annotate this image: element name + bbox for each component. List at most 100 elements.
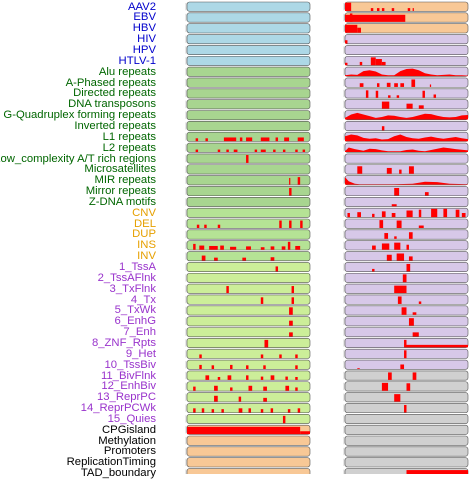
panel-background [186, 45, 311, 56]
data-bar [412, 312, 417, 315]
right-panel [343, 77, 469, 88]
data-bar [396, 220, 402, 228]
data-bar [270, 408, 274, 413]
data-bar [199, 364, 202, 370]
data-bar [204, 224, 207, 228]
data-bar [289, 220, 292, 228]
data-bar [412, 332, 419, 337]
data-bar [357, 212, 361, 218]
left-panel [185, 131, 311, 142]
track-label: Mirror repeats [85, 185, 156, 198]
panel-background [344, 370, 469, 381]
data-bar [396, 95, 400, 98]
panel-background [344, 197, 469, 207]
data-bar [209, 245, 218, 250]
data-bar [270, 375, 275, 380]
data-bar [233, 149, 238, 153]
right-panel [343, 1, 469, 12]
left-panel [185, 197, 311, 207]
data-bar [394, 187, 400, 196]
right-panel [343, 251, 469, 262]
data-bar [388, 95, 391, 98]
right-panel [343, 12, 469, 23]
data-bar [372, 245, 376, 250]
data-bar [282, 415, 286, 424]
right-panel [343, 131, 469, 142]
left-panel [185, 392, 311, 403]
data-bar [406, 470, 468, 474]
data-bar [381, 382, 389, 391]
track-label: Directed repeats [73, 87, 156, 100]
data-area [345, 177, 468, 185]
data-bar [275, 266, 279, 272]
data-bar [412, 372, 417, 380]
data-bar [381, 8, 385, 11]
data-bar [238, 408, 243, 413]
track-label: INV [137, 250, 156, 263]
left-panel [185, 338, 311, 348]
data-bar [285, 385, 290, 391]
panel-background [344, 359, 469, 370]
right-panel [343, 66, 469, 77]
panel-background [186, 99, 311, 110]
data-bar [370, 57, 376, 66]
data-bar [394, 83, 398, 87]
panel-background [344, 88, 469, 99]
data-bar [386, 82, 391, 87]
data-bar [196, 224, 200, 228]
left-panel [185, 424, 311, 435]
track-label: 2_TssAFlnk [97, 271, 156, 284]
panel-background [186, 403, 311, 414]
right-panel [343, 164, 469, 175]
track-label: 13_ReprPC [96, 391, 156, 404]
data-bar [381, 126, 385, 131]
panel-background [186, 142, 311, 153]
data-area [345, 112, 468, 120]
data-bar [396, 253, 405, 261]
panel-background [186, 164, 311, 175]
panel-background [344, 55, 469, 66]
panel-background [344, 153, 469, 164]
data-bar [226, 286, 229, 294]
data-bar [418, 105, 424, 109]
panel-background [186, 283, 311, 294]
data-bar [376, 8, 380, 11]
data-bar [289, 307, 293, 315]
data-bar [412, 8, 414, 11]
data-bar [408, 318, 414, 326]
data-bar [404, 339, 407, 348]
right-panel [343, 468, 469, 474]
track-label: Low_complexity A/T rich regions [0, 152, 156, 165]
panel-background [186, 294, 311, 305]
right-panel [343, 435, 469, 446]
track-label: L1 repeats [102, 130, 156, 143]
data-bar [260, 247, 265, 250]
left-panel [185, 348, 311, 359]
panel-background [186, 110, 311, 121]
data-bar [357, 166, 363, 174]
left-panel [185, 316, 311, 327]
right-panel [343, 218, 469, 229]
data-bar [201, 255, 206, 261]
data-bar [394, 242, 401, 250]
panel-background [344, 77, 469, 88]
panel-background [344, 424, 469, 435]
right-panel [343, 370, 469, 381]
track-label: 11_BivFlnk [100, 369, 156, 382]
data-bar [388, 372, 392, 380]
data-bar [230, 364, 233, 370]
data-bar [226, 149, 229, 153]
data-bar [397, 296, 402, 304]
track-label: CNV [132, 206, 156, 219]
data-bar [238, 396, 242, 402]
data-bar [217, 149, 221, 153]
left-panel [185, 229, 311, 240]
data-bar [359, 61, 363, 66]
panel-background [186, 77, 311, 88]
data-bar [193, 408, 196, 413]
left-panel [185, 262, 311, 272]
panel-background [344, 175, 469, 186]
data-bar [375, 90, 379, 98]
panel-background [344, 457, 469, 468]
data-bar [402, 274, 407, 283]
